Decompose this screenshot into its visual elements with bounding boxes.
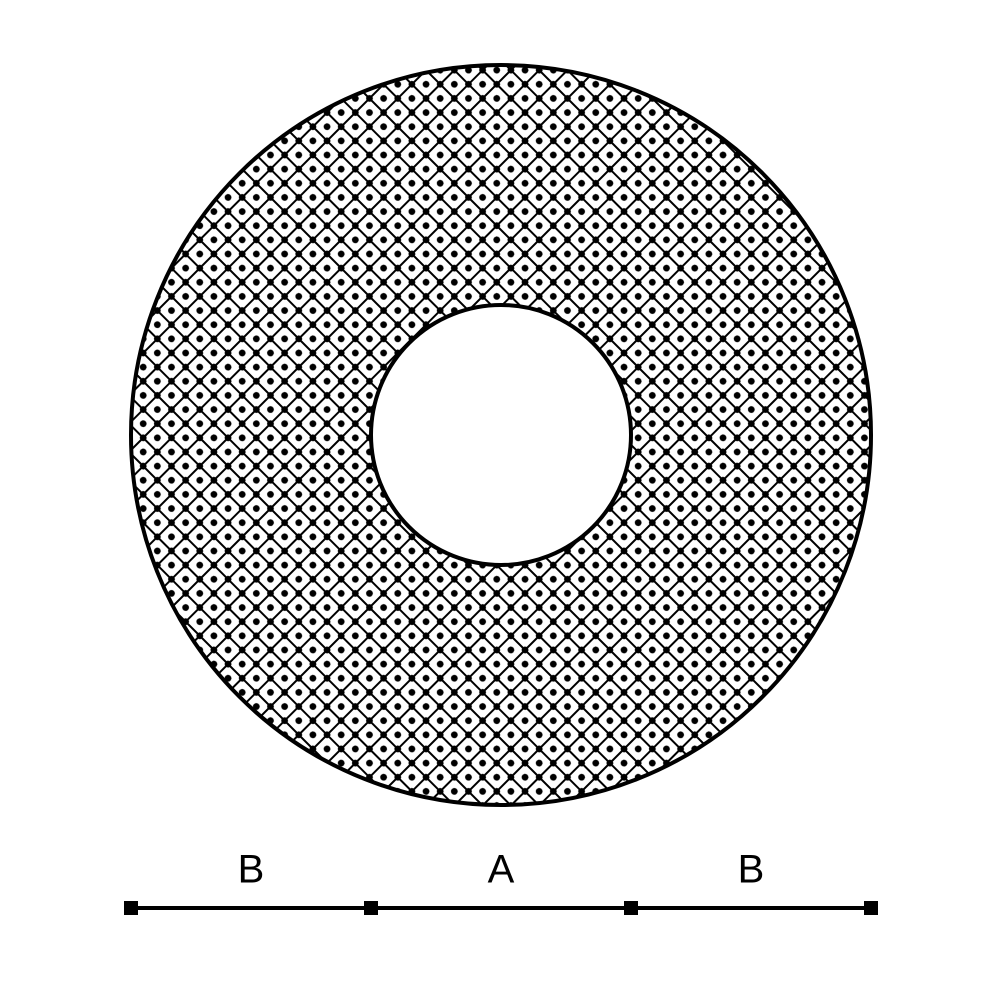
- inner-circle: [371, 305, 631, 565]
- dimension-tick: [124, 901, 138, 915]
- dimension-label-a: A: [488, 848, 515, 893]
- dimension-label-b-right: B: [738, 848, 765, 893]
- dimension-tick: [864, 901, 878, 915]
- dimension-tick: [624, 901, 638, 915]
- dimension-label-b-left: B: [238, 848, 265, 893]
- diagram-stage: B A B: [0, 0, 1000, 1000]
- dimension-tick: [364, 901, 378, 915]
